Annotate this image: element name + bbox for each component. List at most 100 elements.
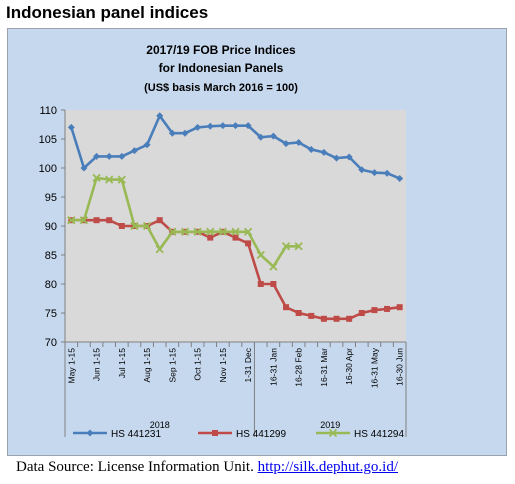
data-point <box>231 227 240 236</box>
data-point <box>370 169 378 177</box>
data-point <box>346 315 353 322</box>
data-point <box>168 129 176 137</box>
x-tick-label: Oct 1-15 <box>193 348 203 381</box>
legend-marker <box>86 429 94 437</box>
chart-title: 2017/19 FOB Price Indices <box>146 43 296 57</box>
data-point <box>396 174 404 182</box>
data-point <box>105 175 114 184</box>
data-point <box>243 227 253 236</box>
group-label: 2019 <box>320 420 340 430</box>
data-point <box>79 216 89 225</box>
y-tick-label: 95 <box>45 192 57 204</box>
x-tick-label: Jul 1-15 <box>117 348 127 379</box>
x-tick-label: Aug 1-15 <box>142 348 152 383</box>
data-point <box>371 307 378 314</box>
legend-marker <box>212 430 218 436</box>
y-tick-label: 70 <box>45 337 57 349</box>
legend-label: HS 441231 <box>111 429 161 440</box>
data-point <box>245 240 252 247</box>
data-point <box>218 227 228 236</box>
chart-subtitle: for Indonesian Panels <box>159 61 284 75</box>
data-point <box>168 227 177 236</box>
y-tick-label: 110 <box>39 105 57 117</box>
x-tick-label: 16-31 Mar <box>319 348 329 387</box>
data-point <box>93 152 101 160</box>
y-tick-label: 85 <box>45 250 57 262</box>
y-tick-label: 75 <box>45 308 57 320</box>
data-point <box>295 310 302 316</box>
data-point <box>219 122 227 130</box>
data-point <box>92 173 101 182</box>
data-point <box>307 145 315 153</box>
data-point <box>180 227 190 236</box>
data-point <box>193 227 202 236</box>
data-point <box>143 141 151 149</box>
data-source-note: Data Source: License Information Unit. h… <box>16 459 398 476</box>
x-tick-label: May 1-15 <box>66 348 76 384</box>
data-point <box>130 221 139 231</box>
data-point <box>206 122 214 130</box>
data-point <box>130 147 138 155</box>
legend-label: HS 441294 <box>354 429 404 440</box>
data-point <box>244 122 252 130</box>
data-point <box>384 305 391 312</box>
data-source-link[interactable]: http://silk.dephut.go.id/ <box>257 459 399 475</box>
page-heading: Indonesian panel indices <box>6 3 209 22</box>
data-point <box>294 242 303 251</box>
data-point <box>257 133 265 141</box>
data-point <box>295 138 303 146</box>
data-point <box>232 122 239 130</box>
chart-frame: 2017/19 FOB Price Indices for Indonesian … <box>7 28 507 456</box>
data-point <box>270 281 277 287</box>
data-point <box>282 140 290 148</box>
data-point <box>281 242 291 251</box>
data-point <box>269 262 278 271</box>
legend-label: HS 441299 <box>236 429 286 440</box>
data-point <box>269 132 277 140</box>
x-tick-label: 16-30 Apr <box>344 348 354 385</box>
data-point <box>156 112 164 120</box>
data-point <box>207 234 214 241</box>
plot-area <box>65 110 406 342</box>
x-tick-label: 16-31 Jan <box>268 348 278 386</box>
x-tick-label: Jun 1-15 <box>92 348 102 381</box>
data-point <box>106 217 113 224</box>
data-point <box>345 153 353 161</box>
data-point <box>396 304 403 311</box>
data-point <box>93 217 100 224</box>
group-label: 2018 <box>150 420 170 430</box>
y-tick-label: 80 <box>45 279 57 291</box>
data-point <box>333 154 341 162</box>
y-tick-label: 90 <box>45 221 57 233</box>
x-tick-label: 1-31 Dec <box>243 347 253 382</box>
data-point <box>320 315 327 322</box>
data-point <box>80 164 88 172</box>
data-point <box>155 245 164 254</box>
line-chart: 2017/19 FOB Price Indices for Indonesian … <box>39 43 407 440</box>
data-point <box>118 152 126 160</box>
data-point <box>105 152 113 160</box>
data-point <box>156 217 163 224</box>
data-point <box>142 221 152 231</box>
y-tick-label: 100 <box>39 163 57 175</box>
chart-subtitle-basis: (US$ basis March 2016 = 100) <box>144 82 298 94</box>
data-point <box>117 175 126 184</box>
data-point <box>308 312 315 319</box>
data-point <box>118 223 125 229</box>
data-point <box>283 304 290 311</box>
x-tick-label: 16-28 Feb <box>294 348 304 387</box>
data-point <box>333 315 340 322</box>
data-point <box>67 123 75 131</box>
data-point <box>383 169 391 177</box>
x-tick-label: 16-31 May <box>369 347 379 388</box>
x-tick-label: Sep 1-15 <box>167 348 177 383</box>
data-point <box>358 166 366 174</box>
y-tick-label: 105 <box>39 134 57 146</box>
data-point <box>181 129 189 137</box>
legend-marker <box>328 428 338 438</box>
data-point <box>257 281 264 287</box>
data-source-label: Data Source: License Information Unit. <box>16 459 254 475</box>
x-tick-label: 16-30 Jun <box>395 348 405 386</box>
data-point <box>320 148 328 156</box>
data-point <box>194 123 202 131</box>
